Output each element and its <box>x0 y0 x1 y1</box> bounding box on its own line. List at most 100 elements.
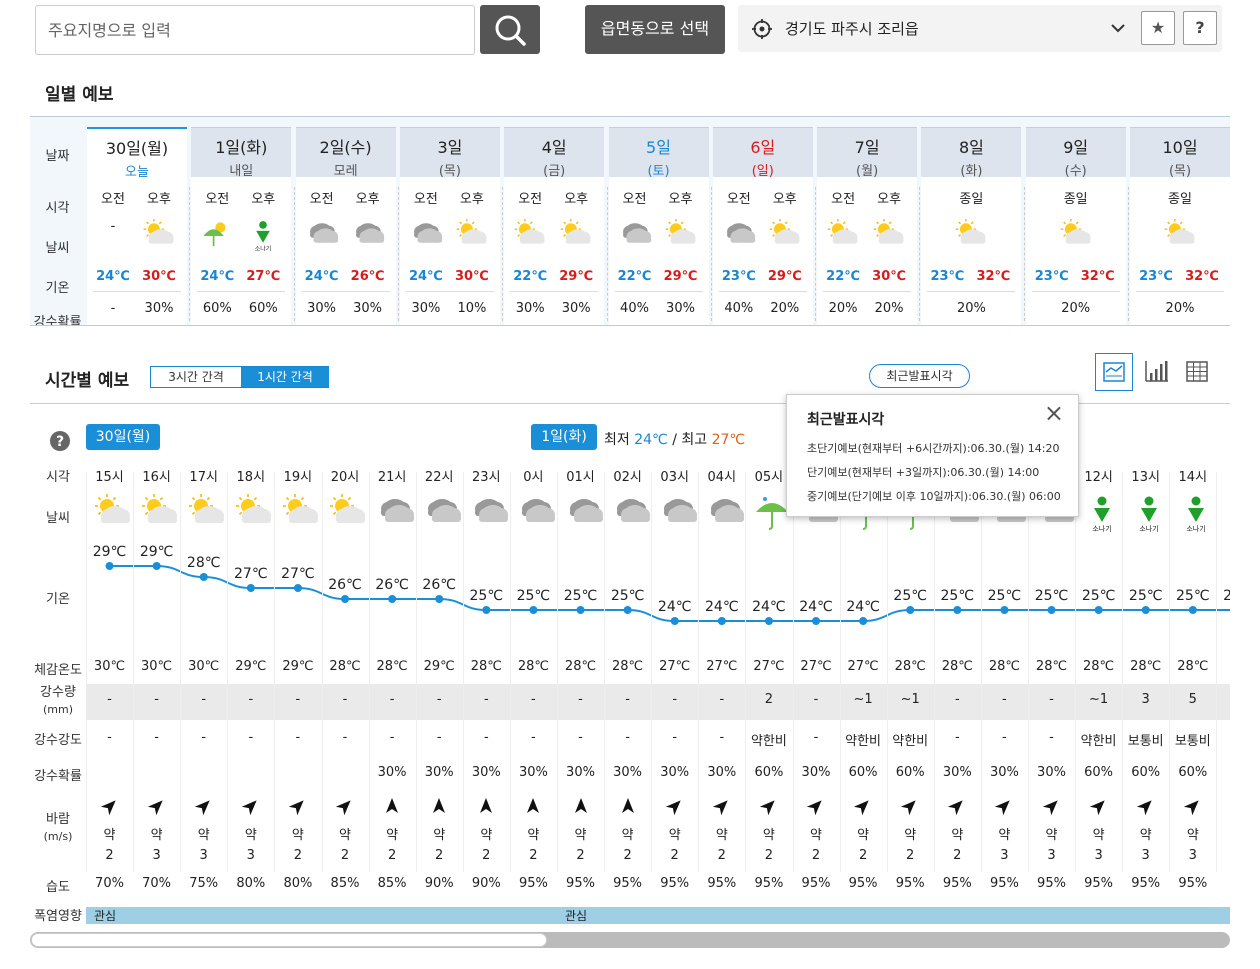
daily-day-column[interactable]: 6일 (일) 오전 40% 오후 20% 23℃ 29℃ <box>710 117 815 325</box>
bar-graph-view-button[interactable] <box>1140 355 1172 389</box>
hour-temp: 24℃ <box>799 599 833 615</box>
hour-humidity: 95% <box>518 876 548 891</box>
hour-wind-strength: 약 <box>810 828 822 843</box>
daily-day-column[interactable]: 4일 (금) 오전 30% 오후 30% 22℃ 29℃ <box>502 117 606 325</box>
hour-rain: 2 <box>764 692 774 707</box>
day-date: 7일 <box>854 138 880 157</box>
daily-day-column[interactable]: 3일 (목) 오전 30% 오후 10% 24℃ 30℃ <box>397 117 502 325</box>
tab-1hour[interactable]: 1시간 간격 <box>241 367 329 387</box>
location-select[interactable]: 경기도 파주시 조리읍 ★ ? <box>738 5 1222 52</box>
help-circle-icon[interactable]: ? <box>49 430 71 452</box>
hour-label: 1 <box>1216 466 1230 481</box>
daily-row-label: 기온 <box>45 281 70 296</box>
hour-wind-speed: 2 <box>717 848 726 863</box>
popup-title: 최근발표시각 <box>807 412 885 428</box>
hour-wind-direction <box>887 796 934 820</box>
temp-min: 23℃ <box>1034 269 1069 284</box>
min-max-summary: 최저 24℃ / 최고 27℃ <box>604 429 745 449</box>
hour-label: 0시 <box>523 470 544 485</box>
daily-day-column[interactable]: 10일 (목) 종일 20% 23℃ 32℃ <box>1128 117 1230 325</box>
search-button[interactable] <box>480 5 540 54</box>
max-value: 27℃ <box>711 432 746 448</box>
hour-intensity: 약한비 <box>892 734 929 749</box>
hour-wind-speed: 3 <box>1094 848 1103 863</box>
temp-max: 32℃ <box>1185 269 1219 284</box>
temperature-point <box>341 595 350 603</box>
umbrella-icon <box>755 497 788 530</box>
svg-text:소나기: 소나기 <box>1186 524 1205 532</box>
line-graph-view-button[interactable] <box>1095 353 1133 391</box>
hour-intensity: - <box>389 730 395 745</box>
daily-day-column[interactable]: 1일(화) 내일 오전 60% 오후 소나기 60% 24℃ 27℃ <box>189 117 293 325</box>
hour-wind-direction <box>369 796 416 820</box>
hour-weather-icon <box>325 494 372 536</box>
rain-label: 강수량 <box>40 685 76 700</box>
daily-day-column[interactable]: 30일(월) 오늘 오전 - - 오후 30% 24℃ 30℃ <box>85 117 189 325</box>
hour-intensity: - <box>107 730 112 745</box>
hour-feels: 28℃ <box>894 659 926 674</box>
daily-day-header: 7일 (월) <box>817 127 918 179</box>
hour-wind-direction <box>227 796 274 820</box>
hour-weather-icon <box>277 494 324 536</box>
day-sub: (토) <box>647 164 670 179</box>
wind-arrow-icon <box>1042 800 1058 816</box>
hour-wind-speed: 2 <box>387 848 397 863</box>
ampm-label: 오후 <box>772 192 797 207</box>
hour-temp: 25℃ <box>516 588 551 604</box>
sun-cloud-icon <box>282 494 318 523</box>
hour-feels: 28℃ <box>1035 659 1068 674</box>
hour-intensity: - <box>248 730 254 745</box>
scrollbar-thumb[interactable] <box>31 933 547 947</box>
ampm-label: 오전 <box>622 192 647 207</box>
daily-day-column[interactable]: 7일 (월) 오전 20% 오후 20% 22℃ 30℃ <box>815 117 919 325</box>
rain-unit-label: (mm) <box>42 703 73 716</box>
weather-icon-cell <box>823 219 863 255</box>
help-button[interactable]: ? <box>1183 11 1217 45</box>
temperature-point <box>717 617 726 625</box>
sun-cloud-icon <box>94 494 130 523</box>
hour-humidity: 70% <box>95 876 124 891</box>
column-divider <box>980 472 982 872</box>
cloud-icon <box>475 499 509 522</box>
weather-icon-cell <box>869 219 909 255</box>
pop-value: 20% <box>1165 301 1195 316</box>
hour-humidity: 95% <box>613 876 643 891</box>
hour-pop: 30% <box>518 765 548 780</box>
daily-day-column[interactable]: 8일 (화) 종일 20% 23℃ 32℃ <box>919 117 1023 325</box>
weather-icon-cell: - <box>93 219 133 234</box>
sun-cloud-icon <box>141 494 177 523</box>
temp-min: 22℃ <box>826 269 861 284</box>
daily-day-body <box>1130 177 1230 325</box>
daily-day-column[interactable]: 5일 (토) 오전 40% 오후 30% 22℃ 29℃ <box>606 117 711 325</box>
sun-cloud-icon <box>956 219 986 244</box>
weather-icon-cell <box>951 219 991 255</box>
tab-3hour[interactable]: 3시간 간격 <box>151 367 241 387</box>
table-view-button[interactable] <box>1182 356 1214 388</box>
rain-amount-band <box>86 684 1230 720</box>
region-select-button[interactable]: 읍면동으로 선택 <box>585 5 725 54</box>
close-button[interactable]: × <box>1043 399 1064 427</box>
hour-label: 22시 <box>424 470 454 485</box>
recent-release-button[interactable]: 최근발표시각 <box>869 364 970 388</box>
hour-wind-strength: 약 <box>574 828 587 843</box>
favorite-button[interactable]: ★ <box>1141 11 1175 45</box>
pop-value: 30% <box>561 301 591 316</box>
search-input[interactable] <box>35 5 475 55</box>
wind-arrow-icon <box>386 798 399 813</box>
daily-day-column[interactable]: 2일(수) 모레 오전 30% 오후 30% 24℃ 26℃ <box>293 117 398 325</box>
hour-temp: 29℃ <box>92 544 127 560</box>
temp-max: 30℃ <box>454 269 489 284</box>
line-chart-icon <box>1103 362 1125 382</box>
ampm-label: 오후 <box>355 192 380 207</box>
svg-text:소나기: 소나기 <box>255 244 271 251</box>
hour-feels: 28℃ <box>376 659 408 674</box>
hour-rain: - <box>672 692 678 707</box>
daily-day-column[interactable]: 9일 (수) 종일 20% 23℃ 32℃ <box>1023 117 1128 325</box>
horizontal-scrollbar[interactable] <box>30 932 1230 948</box>
sun-cloud-icon <box>560 219 591 244</box>
hour-temp: 28℃ <box>186 555 221 571</box>
hour-wind-strength: 약 <box>386 828 399 843</box>
hour-wind-speed: 2 <box>482 848 491 863</box>
temperature-point <box>576 606 585 614</box>
hour-wind-direction <box>1216 796 1230 820</box>
